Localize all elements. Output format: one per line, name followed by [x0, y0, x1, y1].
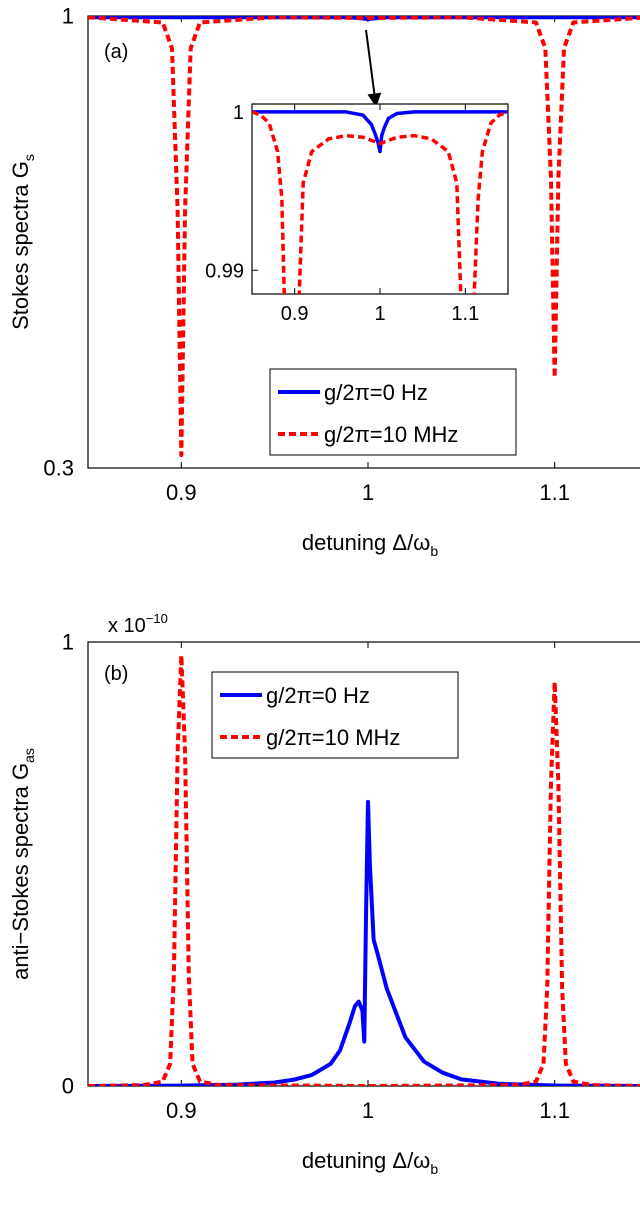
inset-ytick-label: 0.99 [205, 260, 244, 282]
legend-b: g/2π=0 Hz g/2π=10 MHz [211, 671, 459, 759]
inset-xtick-label: 1.1 [451, 303, 479, 325]
b-ytick-label: 0 [62, 1074, 74, 1099]
b-series-blue-solid [88, 799, 640, 1086]
b-ytick-label: 1 [62, 630, 74, 655]
panel-a-inset: 0.9 1 1.1 0.99 1 [205, 102, 509, 325]
legend-b-label-0: g/2π=0 Hz [266, 683, 370, 708]
legend-box-a [269, 368, 517, 456]
inset-frame [251, 103, 509, 295]
panel-label-b: (b) [104, 663, 128, 685]
inset-series-red-dashed [252, 110, 508, 294]
b-series-red-dashed [88, 653, 640, 1086]
legend-box-b [211, 671, 459, 759]
inset-xtick-label: 1 [374, 303, 385, 325]
a-ytick-label: 0.3 [43, 456, 74, 481]
b-xtick-label: 0.9 [166, 1098, 197, 1123]
inset-ytick-label: 1 [233, 102, 244, 124]
b-xtick-label: 1.1 [539, 1098, 570, 1123]
legend-a-label-0: g/2π=0 Hz [324, 380, 428, 405]
ylabel-b: anti−Stokes spectra Gas [8, 748, 37, 980]
legend-a: g/2π=0 Hz g/2π=10 MHz [269, 368, 517, 456]
xlabel-b: detuning Δ/ωb [302, 1148, 439, 1177]
inset-series-blue-solid [252, 110, 508, 154]
inset-pointer-arrow [365, 29, 382, 108]
xlabel-a: detuning Δ/ωb [302, 530, 439, 559]
panel-a: 0.9 1 1.1 0.3 1 (a) Stokes spectra Gs detuni… [8, 4, 640, 559]
a-series-blue-solid [88, 16, 640, 22]
b-xtick-label: 1 [362, 1098, 374, 1123]
legend-b-label-1: g/2π=10 MHz [266, 725, 400, 750]
a-series-red-dashed [88, 16, 640, 458]
a-ytick-label: 1 [62, 4, 74, 29]
a-xtick-label: 1 [362, 480, 374, 505]
inset-xtick-label: 0.9 [281, 303, 309, 325]
a-xtick-label: 1.1 [539, 480, 570, 505]
panel-label-a: (a) [104, 41, 128, 63]
legend-a-label-1: g/2π=10 MHz [324, 422, 458, 447]
a-xtick-label: 0.9 [166, 480, 197, 505]
y-multiplier-b: x 10−10 [108, 611, 168, 637]
panel-b: 0.9 1 1.1 0 1 x 10−10 (b) anti−Stokes spectr… [8, 611, 640, 1177]
ylabel-a: Stokes spectra Gs [8, 154, 37, 330]
